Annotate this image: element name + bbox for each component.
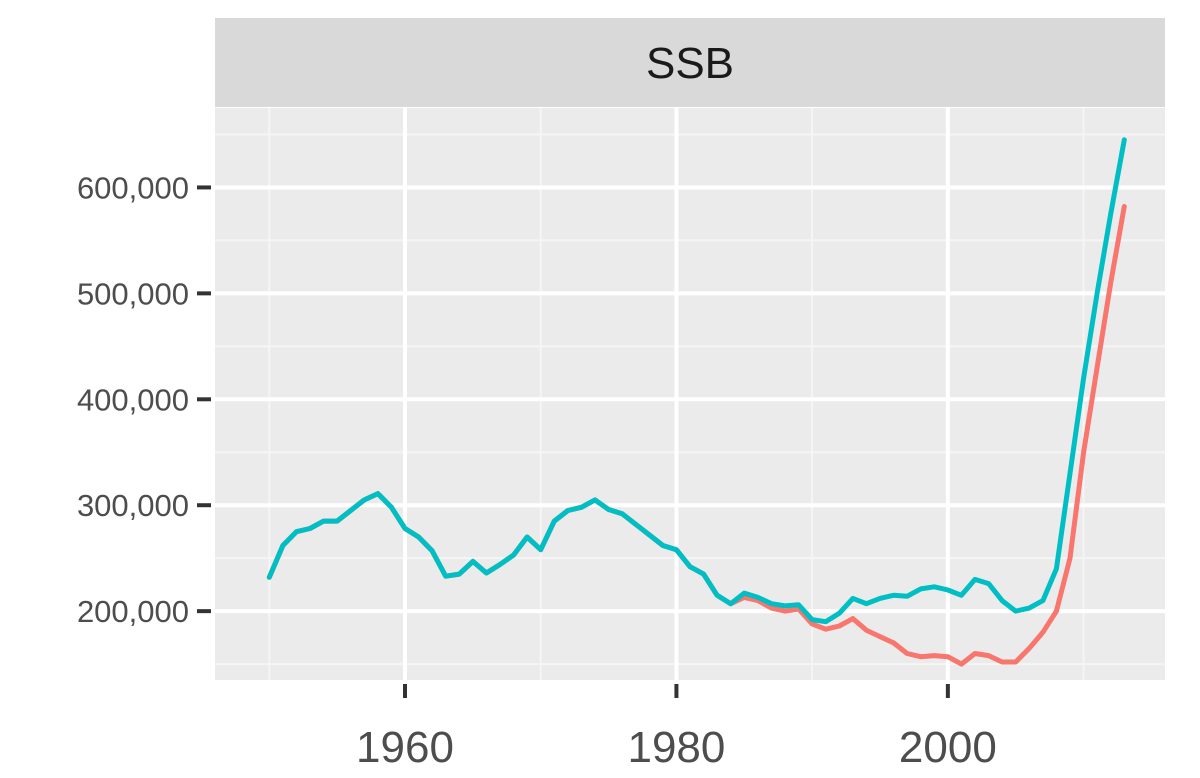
- strip-background: [215, 18, 1165, 107]
- y-tick-label: 200,000: [77, 594, 189, 629]
- series-lines: [266, 137, 1127, 667]
- panel-background: [215, 108, 1165, 680]
- y-tick-label: 600,000: [77, 170, 189, 205]
- series-line-2: [266, 137, 1127, 625]
- facet-title: SSB: [646, 39, 734, 88]
- y-tick-label: 300,000: [77, 488, 189, 523]
- x-tick-label: 2000: [899, 723, 997, 772]
- x-tick-label: 1980: [627, 723, 725, 772]
- y-tick-label: 400,000: [77, 382, 189, 417]
- x-axis: 1960 1980 2000: [356, 684, 997, 772]
- y-axis: 200,000 300,000 400,000 500,000 600,000: [77, 170, 211, 629]
- major-gridlines: [215, 108, 1165, 680]
- y-tick-label: 500,000: [77, 276, 189, 311]
- x-tick-label: 1960: [356, 723, 454, 772]
